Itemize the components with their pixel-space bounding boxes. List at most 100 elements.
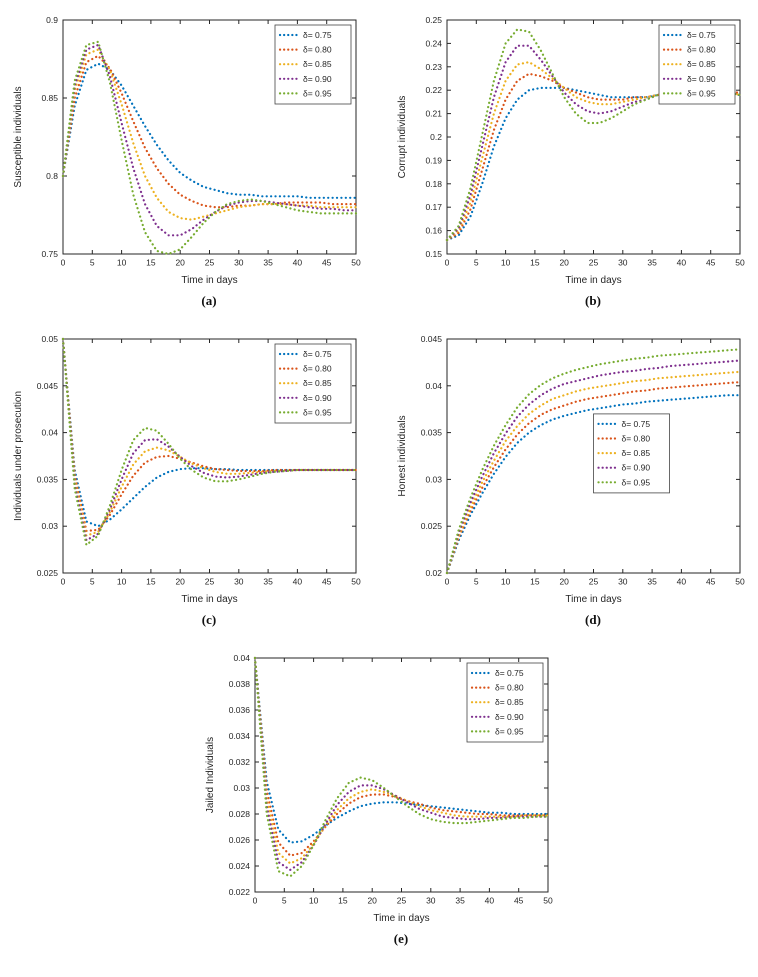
legend: δ= 0.75 δ= 0.80 δ= 0.85 δ= 0.90 δ= 0.95: [466, 662, 544, 743]
x-axis-ticks: 0 5 10 15 20 25 30 35 40 45 50: [253, 658, 553, 906]
y-tick-label: 0.034: [229, 731, 251, 741]
x-tick-label: 25: [589, 577, 599, 587]
series-line: [253, 656, 550, 844]
x-tick-label: 25: [589, 258, 599, 268]
y-tick-label: 0.8: [46, 171, 58, 181]
series-line: [61, 62, 358, 199]
x-tick-label: 25: [205, 577, 215, 587]
legend-entry-label: δ= 0.85: [687, 59, 716, 69]
y-tick-label: 0.028: [229, 809, 251, 819]
legend-entry-label: δ= 0.95: [687, 88, 716, 98]
x-tick-label: 10: [501, 577, 511, 587]
x-tick-label: 45: [706, 258, 716, 268]
x-tick-label: 30: [234, 577, 244, 587]
y-tick-label: 0.85: [41, 93, 58, 103]
x-tick-label: 10: [501, 258, 511, 268]
y-axis-ticks: 0.02 0.025 0.03 0.035 0.04 0.045: [421, 334, 740, 578]
x-tick-label: 0: [61, 577, 66, 587]
chart-svg: 0 5 10 15 20 25 30 35 40 45 50 0.15 0.16 0.17 0.18 0.19…: [397, 15, 745, 286]
series-line: [445, 370, 742, 575]
legend-entry-label: δ= 0.90: [303, 74, 332, 84]
x-tick-label: 0: [61, 258, 66, 268]
series-line: [445, 359, 742, 575]
x-axis-label: Time in days: [373, 913, 429, 924]
series-lines: [445, 348, 742, 575]
y-axis-ticks: 0.15 0.16 0.17 0.18 0.19 0.2 0.21 0.22 0.23 0.24 0…: [425, 15, 740, 259]
x-tick-label: 40: [485, 896, 495, 906]
y-tick-label: 0.19: [425, 155, 442, 165]
x-tick-label: 50: [735, 258, 745, 268]
legend-entry-label: δ= 0.95: [303, 88, 332, 98]
legend-entry-label: δ= 0.75: [303, 30, 332, 40]
x-tick-label: 0: [445, 258, 450, 268]
legend-entry-label: δ= 0.95: [622, 477, 651, 487]
legend-entry-label: δ= 0.80: [303, 364, 332, 374]
chart-caption-d: (d): [585, 612, 601, 627]
legend-entry-label: δ= 0.85: [303, 378, 332, 388]
chart-svg: 0 5 10 15 20 25 30 35 40 45 500.0250.030.0350.040.…: [13, 334, 361, 605]
y-axis-ticks: 0.022 0.024 0.026 0.028 0.03 0.032 0.034 0.036 0…: [229, 653, 548, 897]
series-line: [61, 48, 358, 221]
x-tick-label: 30: [618, 577, 628, 587]
plot-area-jailed: 0 5 10 15 20 25 30 35 40 45 50 0.022 0.024 0.026 0.028…: [201, 648, 557, 928]
series-line: [445, 348, 742, 575]
series-line: [61, 337, 358, 547]
y-tick-label: 0.9: [46, 15, 58, 25]
x-axis-label: Time in days: [565, 275, 621, 286]
series-line: [445, 380, 742, 575]
legend: δ= 0.75 δ= 0.80 δ= 0.85 δ= 0.90 δ= 0.95: [274, 24, 352, 105]
y-tick-label: 0.025: [421, 521, 443, 531]
legend-entry-label: δ= 0.80: [622, 434, 651, 444]
legend-entry-label: δ= 0.75: [622, 419, 651, 429]
x-axis-ticks: 0 5 10 15 20 25 30 35 40 45 50: [61, 20, 361, 268]
y-tick-label: 0.75: [41, 249, 58, 259]
x-tick-label: 50: [351, 258, 361, 268]
y-tick-label: 0.03: [425, 474, 442, 484]
figure-row-1: 0 5 10 15 20 25 30 35 40 45 50 0.75 0.8 0.85 0.9 Time i…: [0, 10, 758, 309]
y-tick-label: 0.15: [425, 249, 442, 259]
x-tick-label: 50: [735, 577, 745, 587]
x-tick-label: 15: [146, 258, 156, 268]
y-tick-label: 0.04: [41, 428, 58, 438]
x-tick-label: 30: [618, 258, 628, 268]
x-tick-label: 20: [559, 258, 569, 268]
y-tick-label: 0.035: [421, 428, 443, 438]
y-tick-label: 0.036: [229, 705, 251, 715]
x-tick-label: 50: [351, 577, 361, 587]
y-tick-label: 0.22: [425, 85, 442, 95]
legend-entry-label: δ= 0.80: [495, 683, 524, 693]
y-tick-label: 0.02: [425, 568, 442, 578]
x-tick-label: 45: [322, 258, 332, 268]
plot-area-susceptible: 0 5 10 15 20 25 30 35 40 45 50 0.75 0.8 0.85 0.9 Time i…: [9, 10, 365, 290]
legend-entry-label: δ= 0.90: [303, 393, 332, 403]
series-lines: [61, 40, 358, 256]
y-tick-label: 0.23: [425, 62, 442, 72]
y-tick-label: 0.04: [425, 381, 442, 391]
legend-entry-label: δ= 0.75: [495, 668, 524, 678]
x-tick-label: 10: [117, 258, 127, 268]
chart-svg: 0 5 10 15 20 25 30 35 40 45 50 0.022 0.024 0.026 0.028…: [205, 653, 553, 924]
x-axis-ticks: 0 5 10 15 20 25 30 35 40 45 50: [61, 339, 361, 587]
chart-honest: 0 5 10 15 20 25 30 35 40 45 50 0.02 0.025 0.03 0.035 0.…: [393, 329, 749, 628]
y-tick-label: 0.022: [229, 887, 251, 897]
series-line: [61, 337, 358, 538]
y-tick-label: 0.038: [229, 679, 251, 689]
legend-entry-label: δ= 0.95: [303, 407, 332, 417]
y-tick-label: 0.045: [37, 381, 59, 391]
y-tick-label: 0.25: [425, 15, 442, 25]
y-tick-label: 0.18: [425, 179, 442, 189]
y-tick-label: 0.026: [229, 835, 251, 845]
y-tick-label: 0.16: [425, 226, 442, 236]
series-line: [445, 394, 742, 575]
x-tick-label: 50: [543, 896, 553, 906]
chart-prosecution: 0 5 10 15 20 25 30 35 40 45 50 0.025 0.03 0.035 0.04 0.…: [9, 329, 365, 628]
x-tick-label: 15: [530, 258, 540, 268]
y-axis-label: Corrupt individuals: [397, 96, 408, 179]
x-tick-label: 45: [514, 896, 524, 906]
series-line: [253, 656, 550, 865]
chart-susceptible: 0 5 10 15 20 25 30 35 40 45 50 0.75 0.8 0.85 0.9 Time i…: [9, 10, 365, 309]
x-tick-label: 45: [706, 577, 716, 587]
plot-area-corrupt: 0 5 10 15 20 25 30 35 40 45 50 0.15 0.16 0.17 0.18 0.19…: [393, 10, 749, 290]
x-tick-label: 5: [474, 577, 479, 587]
y-axis-label: Individuals under prosecution: [13, 391, 24, 521]
